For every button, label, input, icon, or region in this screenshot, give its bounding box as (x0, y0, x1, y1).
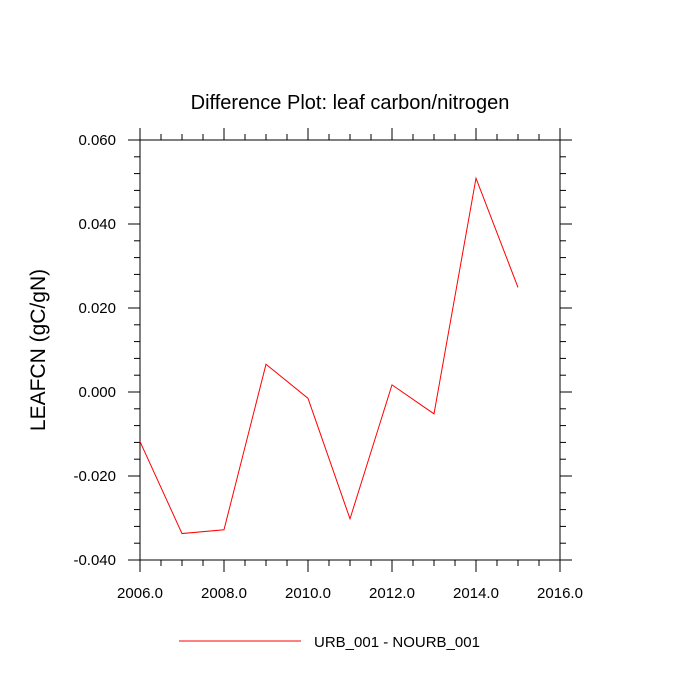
axis-ticks (128, 128, 572, 572)
y-tick-label: 0.000 (78, 384, 116, 401)
y-tick-label: 0.040 (78, 216, 116, 233)
y-tick-label: -0.040 (73, 552, 116, 569)
plot-area-frame (139, 139, 561, 561)
x-tick-label: 2006.0 (117, 585, 163, 602)
x-tick-label: 2012.0 (369, 585, 415, 602)
x-tick-label: 2010.0 (285, 585, 331, 602)
x-tick-label: 2014.0 (453, 585, 499, 602)
y-tick-label: -0.020 (73, 468, 116, 485)
chart-title: Difference Plot: leaf carbon/nitrogen (191, 92, 510, 114)
axis-tick-labels: 2006.0 2008.0 2010.0 2012.0 2014.0 2016.0 -0.0… (73, 132, 582, 602)
y-axis-label: LEAFCN (gC/gN) (27, 269, 50, 431)
y-tick-label: 0.060 (78, 132, 116, 149)
y-tick-label: 0.020 (78, 300, 116, 317)
series-line (139, 176, 519, 535)
series-lines (139, 176, 519, 535)
legend: URB_001 - NOURB_001 (179, 634, 480, 651)
x-tick-label: 2016.0 (537, 585, 583, 602)
legend-label: URB_001 - NOURB_001 (314, 634, 480, 651)
x-tick-label: 2008.0 (201, 585, 247, 602)
